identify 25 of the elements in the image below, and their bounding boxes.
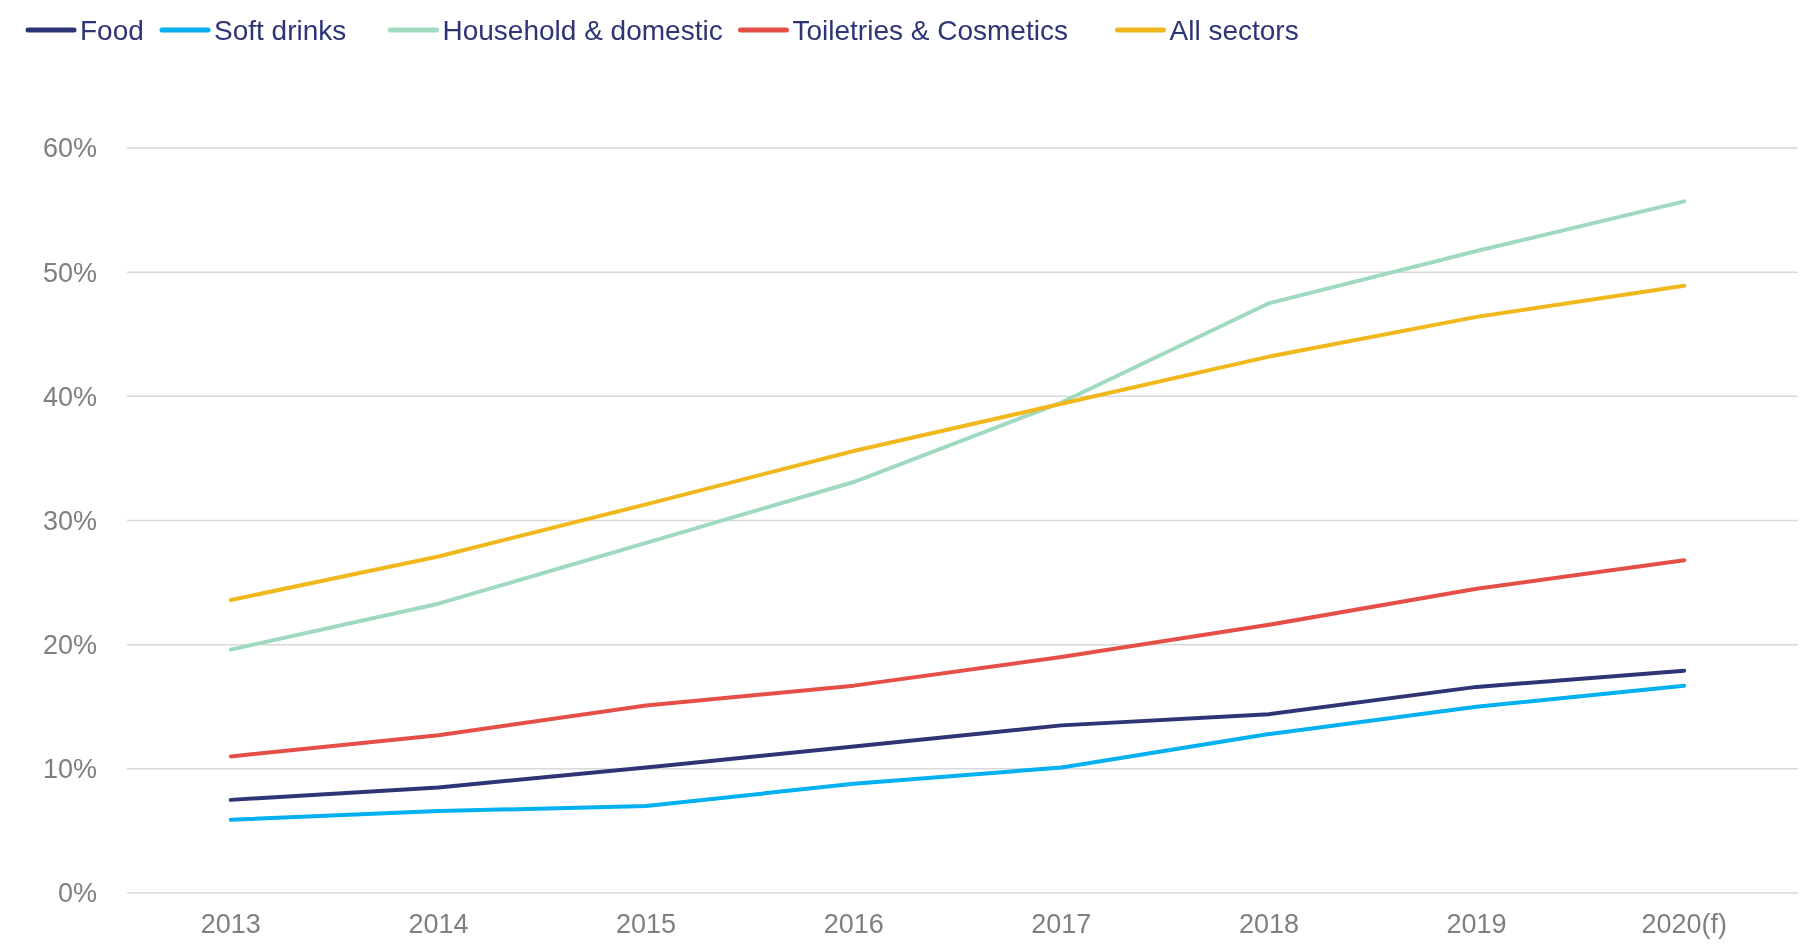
y-tick-label: 30% — [42, 505, 97, 536]
legend-label: Toiletries & Cosmetics — [792, 14, 1068, 46]
legend-label: Household & domestic — [442, 14, 723, 46]
line-series — [228, 683, 1687, 822]
legend-label: Food — [80, 14, 144, 46]
x-tick-label: 2015 — [616, 909, 677, 939]
y-tick-label: 60% — [42, 133, 97, 164]
x-tick-label: 2017 — [1031, 909, 1092, 939]
line-series — [228, 283, 1687, 602]
x-tick-label: 2013 — [200, 909, 261, 939]
x-tick-label: 2016 — [823, 909, 884, 939]
x-tick-label: 2019 — [1446, 909, 1507, 939]
y-tick-label: 10% — [42, 754, 97, 785]
y-tick-label: 50% — [42, 257, 97, 288]
x-tick-label: 2018 — [1238, 909, 1299, 939]
legend-label: All sectors — [1169, 14, 1299, 46]
x-tick-label: 2014 — [408, 909, 469, 939]
y-tick-label: 40% — [42, 381, 97, 412]
y-tick-label: 0% — [57, 878, 97, 909]
line-series — [228, 668, 1687, 802]
line-series — [228, 199, 1687, 652]
y-tick-label: 20% — [42, 630, 97, 661]
legend-label: Soft drinks — [214, 14, 347, 46]
x-tick-label: 2020(f) — [1641, 909, 1727, 939]
line-series — [228, 558, 1687, 759]
